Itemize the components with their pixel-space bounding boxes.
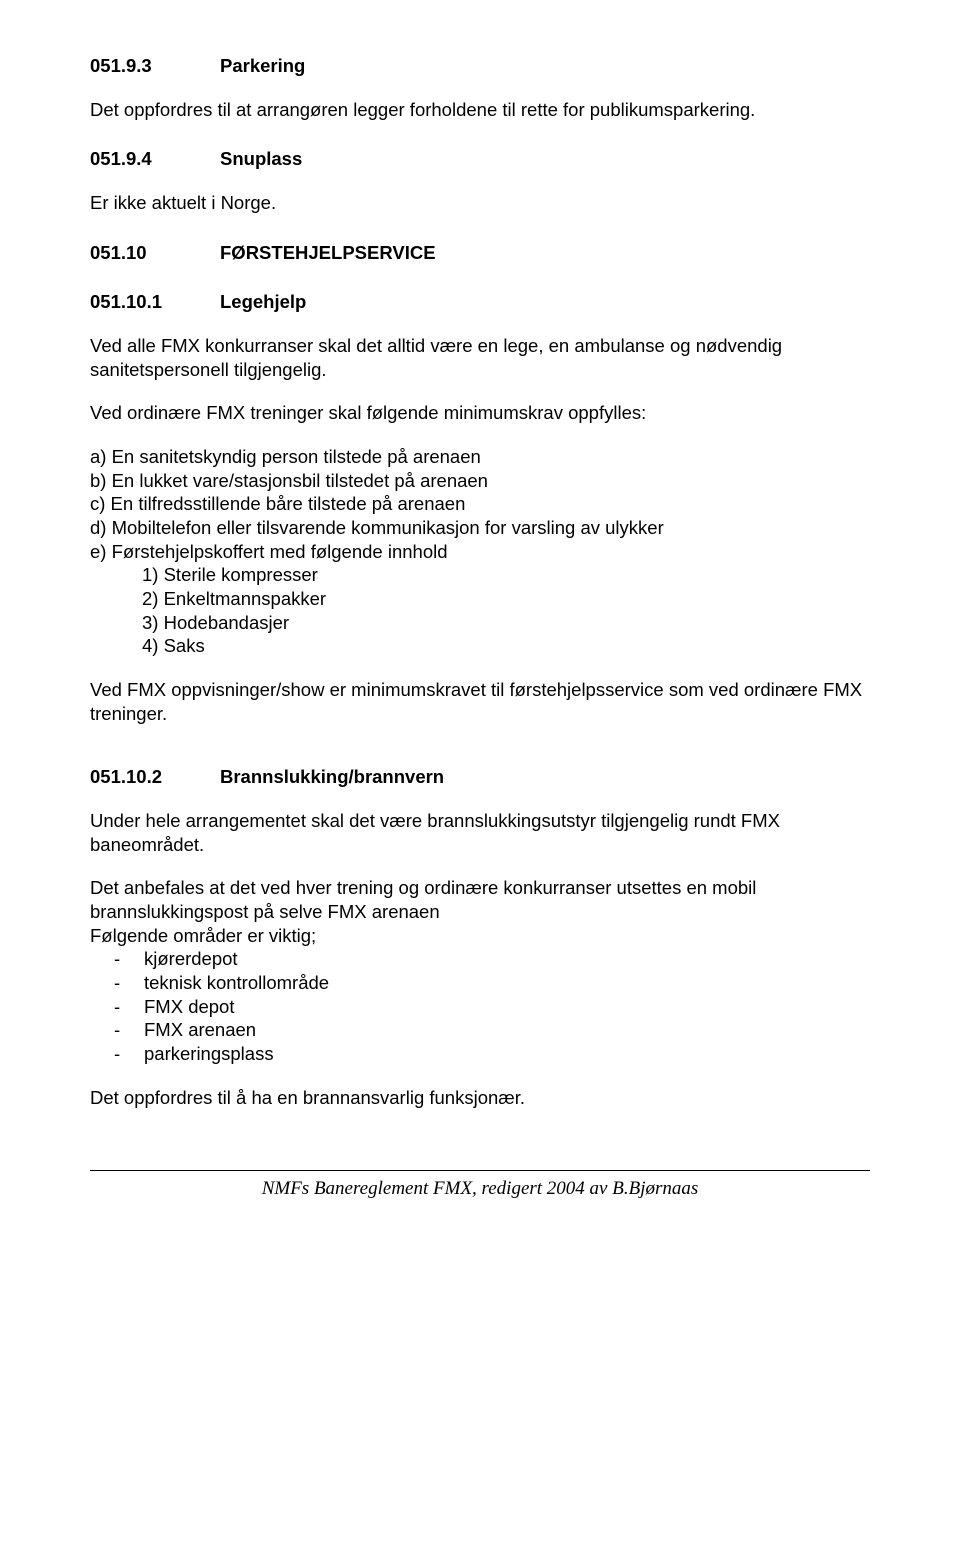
section-title: Brannslukking/brannvern: [220, 765, 444, 789]
paragraph-block: Det anbefales at det ved hver trening og…: [90, 876, 870, 1065]
dash-icon: -: [114, 995, 144, 1019]
footer-text: NMFs Banereglement FMX, redigert 2004 av…: [262, 1178, 699, 1199]
section-number: 051.9.4: [90, 147, 220, 171]
list-item: -teknisk kontrollområde: [114, 971, 870, 995]
dash-icon: -: [114, 1018, 144, 1042]
section-heading: 051.9.4 Snuplass: [90, 147, 870, 171]
sublist-block: 1) Sterile kompresser 2) Enkeltmannspakk…: [90, 563, 870, 658]
section-number: 051.10: [90, 241, 220, 265]
page-footer: NMFs Banereglement FMX, redigert 2004 av…: [90, 1170, 870, 1201]
paragraph: Ved FMX oppvisninger/show er minimumskra…: [90, 678, 870, 725]
list-item: b) En lukket vare/stasjonsbil tilstedet …: [90, 469, 870, 493]
list-item: -parkeringsplass: [114, 1042, 870, 1066]
section-number: 051.10.2: [90, 765, 220, 789]
dash-icon: -: [114, 947, 144, 971]
section-title: Legehjelp: [220, 290, 306, 314]
list-item: 4) Saks: [142, 634, 870, 658]
section-heading: 051.10 FØRSTEHJELPSERVICE: [90, 241, 870, 265]
paragraph: Er ikke aktuelt i Norge.: [90, 191, 870, 215]
list-item: a) En sanitetskyndig person tilstede på …: [90, 445, 870, 469]
list-item: e) Førstehjelpskoffert med følgende innh…: [90, 540, 870, 564]
paragraph: Det oppfordres til å ha en brannansvarli…: [90, 1086, 870, 1110]
section-title: Parkering: [220, 54, 305, 78]
list-item: 1) Sterile kompresser: [142, 563, 870, 587]
paragraph-line: Det anbefales at det ved hver trening og…: [90, 876, 870, 923]
paragraph-line: Følgende områder er viktig;: [90, 924, 870, 948]
list-item-label: FMX depot: [144, 995, 235, 1019]
list-item: c) En tilfredsstillende båre tilstede på…: [90, 492, 870, 516]
paragraph: Ved ordinære FMX treninger skal følgende…: [90, 401, 870, 425]
list-item-label: FMX arenaen: [144, 1018, 256, 1042]
list-item: -FMX arenaen: [114, 1018, 870, 1042]
paragraph: Ved alle FMX konkurranser skal det allti…: [90, 334, 870, 381]
list-item: d) Mobiltelefon eller tilsvarende kommun…: [90, 516, 870, 540]
list-item: -kjørerdepot: [114, 947, 870, 971]
list-item-label: parkeringsplass: [144, 1042, 274, 1066]
dash-list: -kjørerdepot -teknisk kontrollområde -FM…: [90, 947, 870, 1065]
paragraph: Under hele arrangementet skal det være b…: [90, 809, 870, 856]
section-number: 051.10.1: [90, 290, 220, 314]
section-heading: 051.9.3 Parkering: [90, 54, 870, 78]
section-title: FØRSTEHJELPSERVICE: [220, 241, 436, 265]
list-item: -FMX depot: [114, 995, 870, 1019]
section-heading: 051.10.2 Brannslukking/brannvern: [90, 765, 870, 789]
section-heading: 051.10.1 Legehjelp: [90, 290, 870, 314]
paragraph: Det oppfordres til at arrangøren legger …: [90, 98, 870, 122]
list-block: a) En sanitetskyndig person tilstede på …: [90, 445, 870, 658]
section-number: 051.9.3: [90, 54, 220, 78]
dash-icon: -: [114, 971, 144, 995]
section-title: Snuplass: [220, 147, 302, 171]
list-item-label: teknisk kontrollområde: [144, 971, 329, 995]
list-item: 3) Hodebandasjer: [142, 611, 870, 635]
list-item-label: kjørerdepot: [144, 947, 238, 971]
dash-icon: -: [114, 1042, 144, 1066]
list-item: 2) Enkeltmannspakker: [142, 587, 870, 611]
